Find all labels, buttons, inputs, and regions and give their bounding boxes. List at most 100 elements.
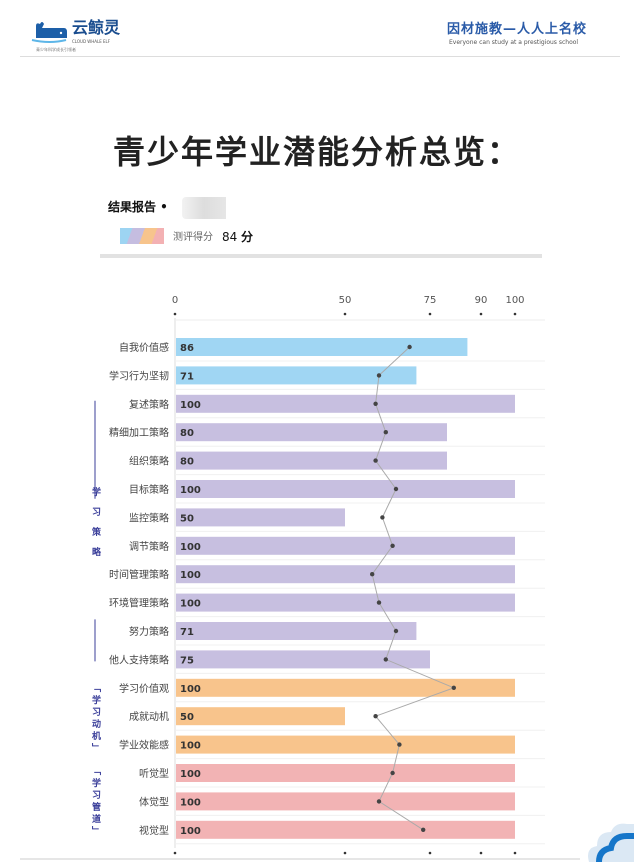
bar <box>176 423 447 442</box>
bar <box>176 707 345 726</box>
category-label: 体觉型 <box>139 795 169 808</box>
bar-value-label: 71 <box>180 627 194 638</box>
trend-point <box>373 401 378 406</box>
group-label-learning-motivation: 「学习动机」 <box>90 683 100 755</box>
report-label: 结果报告 • <box>108 200 168 214</box>
x-tick-dot-bottom <box>428 851 432 855</box>
group-label-learning-strategy: 学习策略 <box>90 487 100 567</box>
bar <box>176 622 417 640</box>
bar <box>176 678 515 697</box>
trend-point <box>373 714 378 719</box>
category-label: 视觉型 <box>139 824 169 837</box>
trend-point <box>421 827 426 832</box>
bar <box>176 650 430 669</box>
category-label: 他人支持策略 <box>109 653 169 666</box>
bar <box>176 536 515 555</box>
trend-line <box>371 346 456 831</box>
category-label: 学业效能感 <box>119 739 169 752</box>
x-tick-label: 0 <box>172 295 178 306</box>
category-label: 调节策略 <box>129 540 169 553</box>
category-label: 监控策略 <box>129 511 169 524</box>
bar-value-label: 75 <box>180 655 194 666</box>
x-tick-dot <box>513 312 517 316</box>
trend-point <box>451 685 456 690</box>
bar-value-label: 100 <box>180 400 201 411</box>
bar-value-label: 100 <box>180 741 201 752</box>
trend-point <box>380 515 385 520</box>
slogan: 因材施教—人人上名校 <box>447 22 588 37</box>
bar-value-label: 100 <box>180 485 201 496</box>
trend-point <box>376 600 382 605</box>
category-label: 组织策略 <box>129 455 169 468</box>
bar-value-label: 80 <box>180 457 194 468</box>
section-divider <box>100 254 542 258</box>
trend-point <box>370 572 375 577</box>
trend-point <box>373 458 378 463</box>
category-label: 成就动机 <box>129 710 169 723</box>
bar <box>176 338 468 356</box>
x-tick-dot-bottom <box>479 851 483 855</box>
bar <box>176 451 447 470</box>
bar <box>176 508 345 527</box>
logo-name: 云鲸灵 <box>72 18 121 37</box>
bar-value-label: 100 <box>180 542 201 553</box>
bar <box>176 366 417 385</box>
x-tick-dot <box>428 312 432 316</box>
color-legend-swatch <box>120 228 164 244</box>
bar <box>176 593 515 612</box>
category-label: 目标策略 <box>129 483 169 496</box>
x-tick-dot-bottom <box>173 851 177 855</box>
trend-point <box>407 344 412 350</box>
logo-sub: CLOUD WHALE ELF <box>72 39 111 44</box>
trend-point <box>393 628 399 634</box>
cloud-decoration-icon <box>585 818 634 862</box>
redacted-name <box>182 197 226 219</box>
bar-value-label: 50 <box>180 513 194 524</box>
slogan-english: Everyone can study at a prestigious scho… <box>449 39 579 46</box>
logo-whale-icon <box>30 18 68 44</box>
bar-value-label: 100 <box>180 826 201 837</box>
x-tick-label: 75 <box>424 295 437 306</box>
footer-divider <box>20 858 580 860</box>
bar-value-label: 100 <box>180 797 201 808</box>
x-tick-label: 90 <box>475 295 488 306</box>
bar <box>176 394 515 413</box>
trend-point <box>393 486 399 492</box>
x-tick-dot-bottom <box>513 851 517 855</box>
category-label: 努力策略 <box>129 625 169 638</box>
category-label: 学习行为坚韧 <box>109 369 169 382</box>
bar-value-label: 80 <box>180 428 194 439</box>
bar <box>176 565 515 584</box>
bar-value-label: 71 <box>180 371 194 382</box>
trend-point <box>376 799 382 804</box>
x-tick-dot <box>343 312 347 316</box>
bar-value-label: 100 <box>180 599 201 610</box>
bar-value-label: 50 <box>180 712 194 723</box>
category-label: 时间管理策略 <box>109 568 169 581</box>
bar-value-label: 100 <box>180 769 201 780</box>
group-label-learning-channel: 「学习管道」 <box>90 766 100 838</box>
category-label: 学习价值观 <box>119 682 169 695</box>
trend-point <box>397 742 402 747</box>
x-tick-label: 100 <box>505 295 524 306</box>
bar <box>176 480 515 498</box>
x-tick-label: 50 <box>339 295 352 306</box>
category-label: 环境管理策略 <box>109 597 169 610</box>
category-label: 听觉型 <box>139 767 169 780</box>
category-label: 精细加工策略 <box>109 426 169 439</box>
page-title: 青少年学业潜能分析总览： <box>112 133 521 171</box>
logo-tagline: 青少年科学成长引领者 <box>36 47 76 52</box>
score-label: 测评得分 <box>173 232 213 243</box>
x-tick-dot-bottom <box>343 851 347 855</box>
bar <box>176 764 515 782</box>
score-value: 84 <box>222 230 238 244</box>
header-divider <box>20 56 620 57</box>
trend-point <box>383 657 388 662</box>
score-unit: 分 <box>241 230 254 244</box>
x-tick-dot <box>173 312 177 316</box>
bar-value-label: 100 <box>180 684 201 695</box>
x-tick-dot <box>479 312 483 316</box>
trend-point <box>390 543 395 548</box>
bar <box>176 820 515 839</box>
